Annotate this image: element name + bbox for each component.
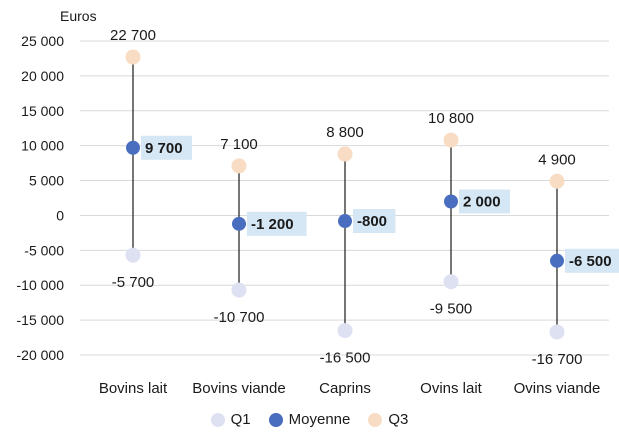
- moyenne-label-box: [565, 248, 619, 273]
- category-label: Caprins: [319, 380, 371, 397]
- y-tick-label: 25 000: [21, 33, 64, 49]
- q3-data-label: 10 800: [428, 110, 474, 127]
- y-tick-label: -10 000: [17, 277, 65, 293]
- legend-item-moyenne[interactable]: Moyenne: [268, 411, 351, 428]
- moyenne-data-label: 9 700: [145, 140, 183, 157]
- legend-item-q3[interactable]: Q3: [368, 411, 408, 428]
- data-labels: 22 700 -5 700 9 700 7 100 -10 700 -1 200 8 800…: [110, 27, 619, 368]
- legend-swatch-moyenne: [268, 412, 283, 427]
- legend: Q1 Moyenne Q3: [0, 411, 619, 428]
- q1-data-label: -16 500: [320, 350, 371, 367]
- q3-data-label: 4 900: [538, 151, 576, 168]
- y-tick-label: 0: [56, 207, 64, 223]
- q3-point: [125, 49, 141, 65]
- q3-point: [443, 132, 459, 148]
- legend-item-q1[interactable]: Q1: [210, 411, 251, 428]
- q3-point: [231, 158, 247, 174]
- moyenne-data-label: -1 200: [251, 216, 294, 233]
- y-tick-label: -15 000: [17, 312, 65, 328]
- moyenne-data-label: -6 500: [569, 253, 612, 270]
- q1-point: [125, 247, 141, 263]
- moyenne-point: [338, 214, 352, 229]
- q3-data-label: 8 800: [326, 124, 364, 141]
- moyenne-label-box: [353, 209, 396, 234]
- legend-label-moyenne: Moyenne: [288, 411, 351, 428]
- range-lines: [132, 57, 558, 332]
- y-axis-ticks: 25 000 20 000 15 000 10 000 5 000 0 -5 000 -10 …: [17, 33, 65, 363]
- legend-swatch-q3: [368, 412, 383, 427]
- moyenne-point: [126, 140, 140, 155]
- y-tick-label: 15 000: [21, 103, 64, 119]
- q1-data-label: -9 500: [430, 301, 473, 318]
- y-tick-label: 10 000: [21, 138, 64, 154]
- moyenne-point: [232, 216, 246, 231]
- q3-point: [337, 146, 353, 162]
- moyenne-label-box: [247, 211, 307, 236]
- x-axis-categories: Bovins lait Bovins viande Caprins Ovins lai…: [99, 380, 601, 397]
- legend-swatch-q1: [210, 412, 225, 427]
- q3-data-label: 22 700: [110, 27, 156, 44]
- category-label: Ovins viande: [514, 380, 601, 397]
- data-points: [125, 49, 565, 340]
- moyenne-point: [444, 194, 458, 209]
- y-tick-label: 5 000: [29, 173, 64, 189]
- y-tick-label: 20 000: [21, 68, 64, 84]
- category-label: Ovins lait: [420, 380, 483, 397]
- legend-label-q1: Q1: [230, 411, 251, 428]
- q3-data-label: 7 100: [220, 136, 258, 153]
- q1-data-label: -16 700: [532, 351, 583, 368]
- y-tick-label: -20 000: [17, 347, 65, 363]
- q1-data-label: -5 700: [112, 274, 155, 291]
- legend-label-q3: Q3: [388, 411, 409, 428]
- q1-point: [337, 323, 353, 339]
- y-tick-label: -5 000: [24, 242, 64, 258]
- category-label: Bovins lait: [99, 380, 168, 397]
- moyenne-data-label: 2 000: [463, 193, 501, 210]
- moyenne-data-label: -800: [357, 213, 387, 230]
- moyenne-point: [550, 253, 564, 268]
- q1-point: [549, 324, 565, 340]
- q1-data-label: -10 700: [214, 309, 265, 326]
- q1-point: [443, 274, 459, 290]
- q3-point: [549, 173, 565, 189]
- y-axis-title: Euros: [60, 8, 97, 24]
- category-label: Bovins viande: [192, 380, 285, 397]
- q1-point: [231, 282, 247, 298]
- moyenne-label-box: [141, 135, 192, 160]
- moyenne-label-box: [459, 189, 510, 214]
